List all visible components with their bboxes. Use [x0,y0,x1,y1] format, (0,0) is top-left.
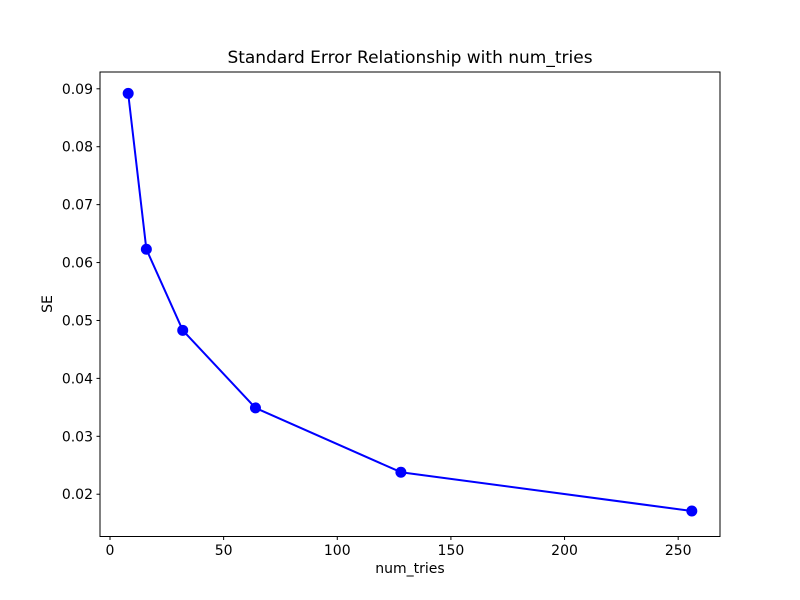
y-tick-label: 0.03 [62,429,93,445]
x-tick-label: 250 [665,543,692,559]
x-axis-label: num_tries [375,561,444,577]
data-point [686,505,698,517]
y-tick-label: 0.07 [62,198,93,214]
data-point [249,402,261,414]
y-tick-label: 0.05 [62,313,93,329]
data-point [140,243,152,255]
y-tick-label: 0.06 [62,256,93,272]
y-axis-label: SE [40,295,56,313]
y-tick-label: 0.08 [62,140,93,156]
x-tick-label: 100 [324,543,351,559]
y-tick-label: 0.09 [62,82,93,98]
data-series [122,87,698,517]
x-tick-label: 200 [551,543,578,559]
x-tick-label: 50 [215,543,233,559]
data-point [122,87,134,99]
series-line [127,92,693,513]
x-tick-label: 150 [438,543,465,559]
data-point [395,466,407,478]
x-tick-label: 0 [106,543,115,559]
data-point [177,324,189,336]
chart-title: Standard Error Relationship with num_tri… [227,48,592,68]
axis-ticks: 0 50 100 150 200 250 0.02 0.03 0.04 0.05 0.06 0.07 0… [62,82,692,559]
axes-spines [99,71,721,537]
y-tick-label: 0.04 [62,371,93,387]
y-tick-label: 0.02 [62,487,93,503]
